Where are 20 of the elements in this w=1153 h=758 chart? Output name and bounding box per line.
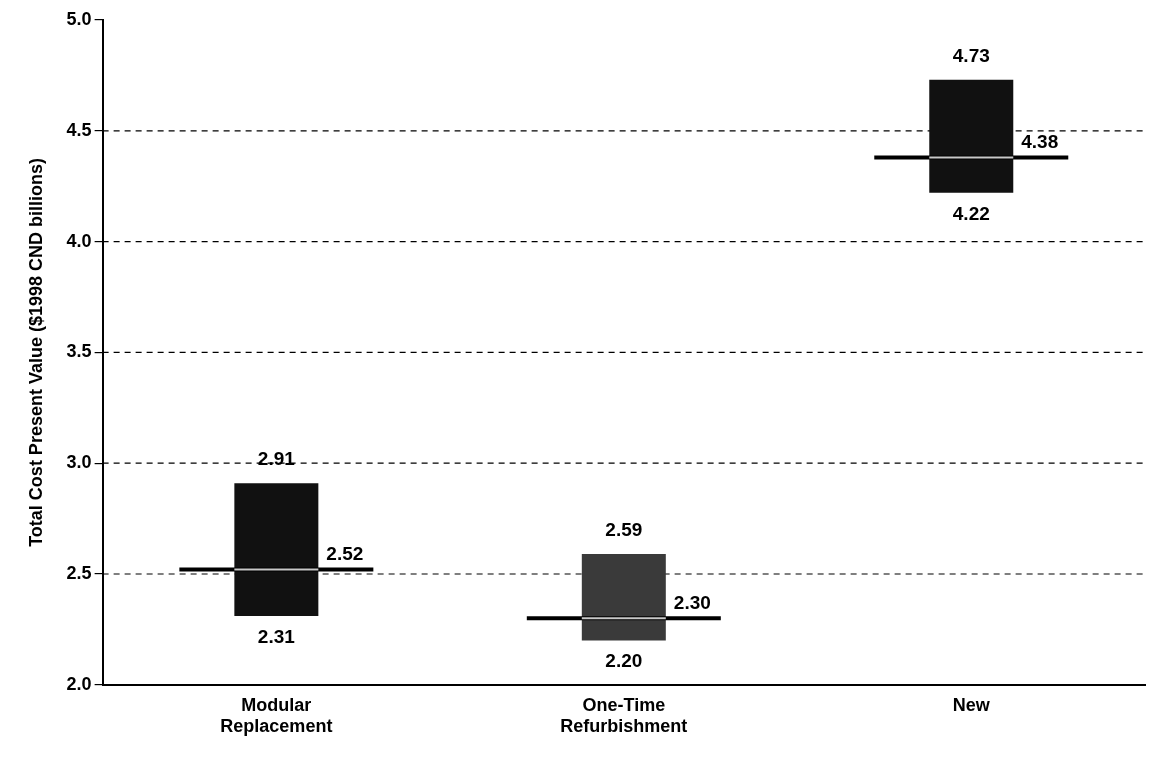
- annotation: 4.22: [952, 202, 990, 224]
- annotation: 2.20: [605, 650, 643, 672]
- x-tick-label: One-Time Refurbishment: [560, 694, 688, 737]
- y-tick-label: 3.0: [66, 452, 92, 473]
- x-tick-label: Modular Replacement: [220, 694, 333, 737]
- x-tick-label: New: [952, 694, 991, 715]
- y-axis-title: Total Cost Present Value ($1998 CND billions): [25, 158, 46, 547]
- annotation: 2.30: [673, 592, 711, 614]
- annotation: 2.52: [326, 543, 364, 565]
- annotation: 4.73: [952, 44, 990, 66]
- y-tick-label: 4.5: [66, 119, 92, 140]
- y-tick-label: 2.0: [66, 673, 92, 694]
- annotation: 2.31: [257, 625, 296, 647]
- annotation: 2.91: [257, 447, 296, 469]
- annotation: 2.59: [605, 518, 643, 540]
- y-tick-label: 5.0: [66, 8, 92, 29]
- annotation: 4.38: [1021, 131, 1059, 153]
- y-tick-label: 2.5: [66, 562, 92, 583]
- y-tick-label: 4.0: [66, 230, 92, 251]
- y-tick-label: 3.5: [66, 341, 92, 362]
